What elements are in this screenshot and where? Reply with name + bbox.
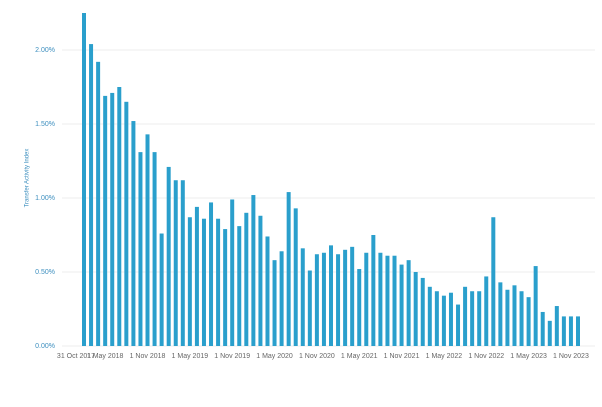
bar [477,291,482,346]
bar [441,295,446,346]
x-tick-label: 1 May 2018 [87,353,124,360]
bar [251,195,256,346]
bar [385,255,390,346]
bar [463,286,468,346]
x-tick-label: 1 Nov 2020 [299,353,335,360]
bar [321,252,326,346]
bar [237,226,242,346]
bar [547,320,552,346]
bar [357,269,362,346]
bar [110,92,115,346]
bar [434,291,439,346]
bar [244,212,249,346]
bar [152,152,157,346]
bar [138,152,143,346]
bar [307,270,312,346]
bar [456,304,461,346]
bar [194,206,199,346]
bar [343,249,348,346]
bar [286,192,291,346]
bar [484,276,489,346]
bar [272,260,277,346]
bar [265,236,270,346]
bar [540,311,545,346]
bar [103,95,108,346]
bar [82,13,86,346]
x-tick-label: 1 May 2022 [426,353,463,360]
bar [230,199,235,346]
y-tick-label: 0.00% [35,343,55,350]
bar [519,291,524,346]
bar [223,229,228,346]
bar [392,255,397,346]
bar [420,277,425,346]
bar [364,252,369,346]
x-tick-label: 1 Nov 2019 [214,353,250,360]
bar [491,217,496,346]
bar [131,121,136,346]
bar [145,134,150,346]
bar [533,266,538,346]
bar [350,246,355,346]
bar [187,217,192,346]
bar [216,218,221,346]
bar [180,180,185,346]
x-tick-label: 31 Oct 2017 [57,353,95,360]
bar [89,44,94,347]
bar [406,260,411,346]
y-tick-label: 1.50% [35,121,55,128]
bar [166,166,171,346]
bar [300,248,305,346]
x-tick-label: 1 Nov 2018 [130,353,166,360]
bar [505,289,510,346]
bar [470,291,475,346]
x-tick-label: 1 May 2019 [172,353,209,360]
x-tick-label: 1 Nov 2021 [384,353,420,360]
bar [173,180,178,346]
bar [378,252,383,346]
bar [561,316,566,346]
bar [576,316,580,346]
x-tick-label: 1 May 2020 [256,353,293,360]
bar [293,208,298,346]
bar [201,218,206,346]
bar [124,101,129,346]
bar [526,297,531,346]
bar [329,245,333,346]
x-tick-label: 1 May 2023 [510,353,547,360]
y-axis-label: Transfer Activity Index [25,149,31,208]
bar [399,264,404,346]
y-tick-label: 1.00% [35,195,55,202]
x-tick-label: 1 Nov 2023 [553,353,589,360]
y-tick-label: 0.50% [35,269,55,276]
x-tick-label: 1 Nov 2022 [468,353,504,360]
bar [448,292,453,346]
bar [279,251,284,346]
bar [498,282,503,346]
bar [512,285,517,346]
bar [568,316,573,346]
bar [117,87,122,346]
bar [413,272,418,346]
bar [209,202,214,346]
x-tick-label: 1 May 2021 [341,353,378,360]
bar [336,254,341,346]
bar [159,233,164,346]
bar [371,235,376,346]
bar [96,61,101,347]
bar [554,306,559,346]
bar [427,286,432,346]
bar [314,254,319,346]
y-tick-label: 2.00% [35,47,55,54]
bar [258,215,263,346]
